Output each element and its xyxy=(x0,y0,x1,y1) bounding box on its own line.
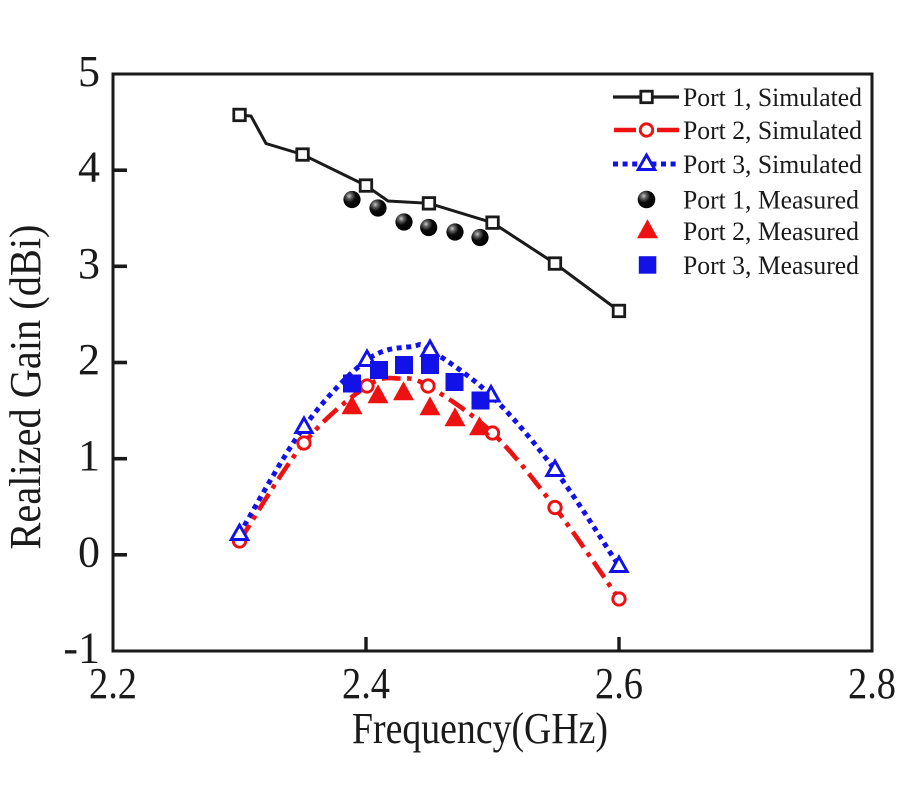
svg-text:Port 2, Measured: Port 2, Measured xyxy=(683,216,859,246)
svg-text:Port 3, Measured: Port 3, Measured xyxy=(683,250,859,280)
svg-text:Port 1, Measured: Port 1, Measured xyxy=(683,185,859,215)
svg-text:2.8: 2.8 xyxy=(848,659,896,708)
svg-text:Port 1, Simulated: Port 1, Simulated xyxy=(683,82,862,112)
svg-text:5: 5 xyxy=(78,47,100,96)
svg-text:2.2: 2.2 xyxy=(89,659,137,708)
svg-text:Port 3, Simulated: Port 3, Simulated xyxy=(683,149,862,179)
svg-text:3: 3 xyxy=(78,239,100,288)
svg-text:0: 0 xyxy=(78,527,100,576)
svg-text:1: 1 xyxy=(78,431,100,480)
svg-text:-1: -1 xyxy=(63,624,100,673)
svg-text:2: 2 xyxy=(78,335,100,384)
svg-text:Port 2, Simulated: Port 2, Simulated xyxy=(683,115,862,145)
svg-text:2.6: 2.6 xyxy=(595,659,643,708)
svg-text:4: 4 xyxy=(78,143,100,192)
svg-text:Realized Gain (dBi): Realized Gain (dBi) xyxy=(1,225,50,550)
svg-text:2.4: 2.4 xyxy=(342,659,390,708)
svg-text:Frequency(GHz): Frequency(GHz) xyxy=(352,704,608,753)
